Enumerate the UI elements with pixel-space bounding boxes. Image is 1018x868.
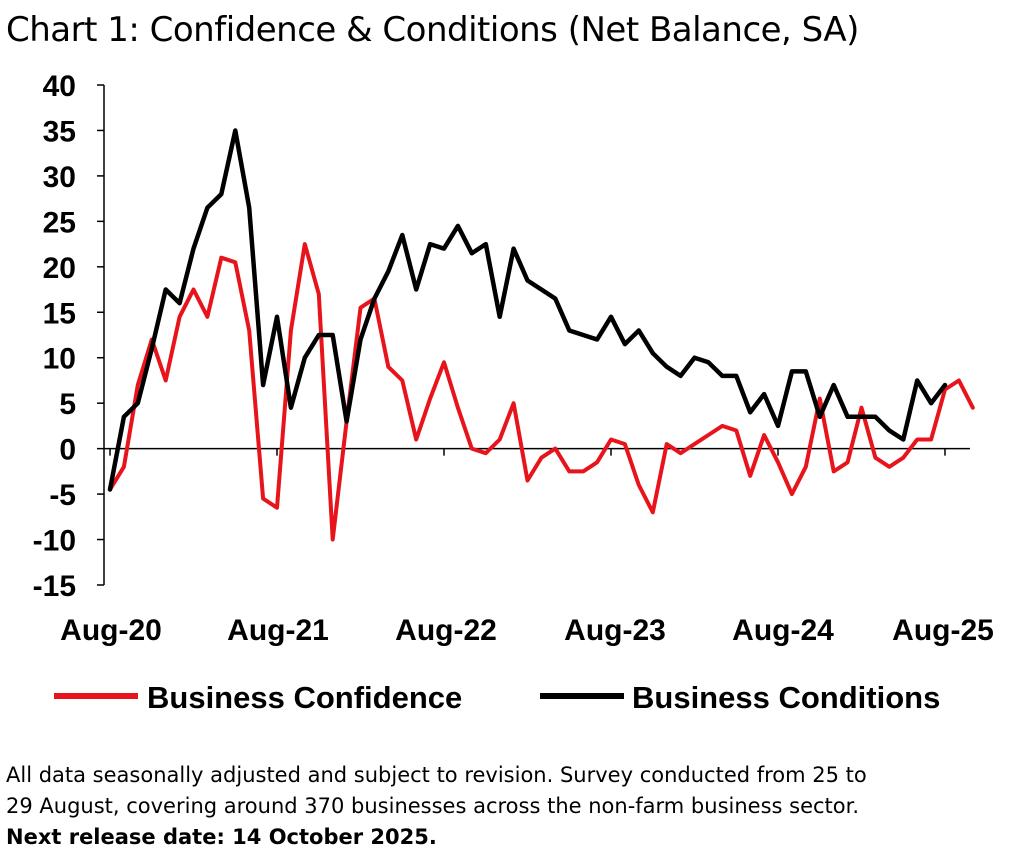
legend-label-business-conditions: Business Conditions — [632, 680, 940, 715]
chart-title: Chart 1: Confidence & Conditions (Net Ba… — [6, 10, 859, 50]
series-line-business-confidence — [108, 242, 975, 542]
footnote-release-date: Next release date: 14 October 2025. — [6, 825, 437, 849]
x-tick-label: Aug-25 — [892, 614, 994, 647]
footnote-line-1: All data seasonally adjusted and subject… — [6, 763, 867, 787]
y-tick-label: 5 — [59, 388, 76, 421]
y-tick-label: 15 — [43, 297, 76, 330]
y-tick-label: 20 — [43, 252, 76, 285]
y-tick-label: -15 — [33, 570, 76, 603]
x-tick-label: Aug-20 — [60, 614, 162, 647]
x-tick-label: Aug-23 — [564, 614, 666, 647]
legend-label-business-confidence: Business Confidence — [147, 680, 462, 715]
y-tick-label: 35 — [43, 115, 76, 148]
x-axis: Aug-20 Aug-21 Aug-22 Aug-23 Aug-24 Aug-25 — [60, 447, 994, 647]
y-tick-label: -5 — [49, 479, 76, 512]
y-tick-label: -10 — [33, 525, 76, 558]
y-tick-label: 40 — [43, 70, 76, 103]
y-tick-label: 0 — [59, 434, 76, 467]
series-line-business-conditions — [107, 128, 948, 492]
y-tick-label: 30 — [43, 161, 76, 194]
footnote-line-2: 29 August, covering around 370 businesse… — [6, 794, 860, 818]
y-tick-label: 25 — [43, 206, 76, 239]
y-tick-label: 10 — [43, 343, 76, 376]
chart-series — [107, 128, 975, 542]
x-tick-label: Aug-22 — [395, 614, 497, 647]
x-tick-label: Aug-21 — [227, 614, 329, 647]
x-tick-label: Aug-24 — [732, 614, 834, 647]
y-axis: 40 35 30 25 20 15 10 5 0 -5 -10 -15 — [33, 70, 105, 603]
footnote: All data seasonally adjusted and subject… — [6, 760, 1006, 853]
chart-legend: Business Confidence Business Conditions — [54, 680, 940, 715]
